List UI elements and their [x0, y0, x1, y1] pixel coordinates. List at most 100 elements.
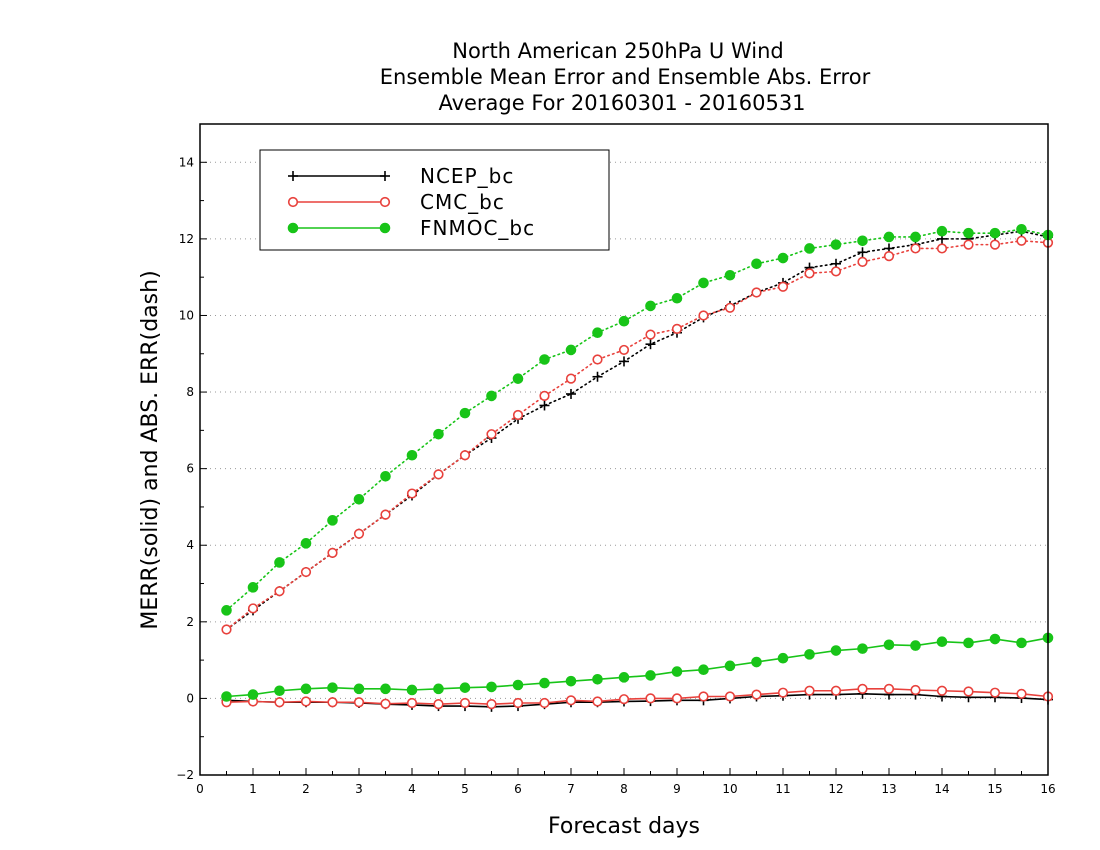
data-point-filled-circle	[380, 683, 391, 695]
x-tick-label: 8	[620, 782, 628, 796]
x-tick-label: 3	[355, 782, 363, 796]
data-point-filled-circle	[539, 677, 550, 689]
data-point-open-circle	[936, 685, 948, 696]
x-tick-label: 15	[987, 782, 1002, 796]
legend-box	[259, 149, 610, 251]
data-point-filled-circle	[857, 235, 868, 247]
data-point-filled-circle	[592, 327, 603, 339]
data-point-filled-circle	[804, 243, 815, 254]
data-point-filled-circle	[910, 640, 921, 651]
data-point-plus	[645, 339, 656, 350]
x-tick-label: 9	[673, 782, 681, 796]
data-point-open-circle	[618, 344, 630, 356]
x-tick-label: 11	[775, 782, 790, 796]
data-point-open-circle	[857, 683, 868, 694]
data-point-open-circle	[1016, 235, 1027, 246]
data-point-filled-circle	[1016, 637, 1027, 649]
data-point-open-circle	[592, 696, 603, 707]
data-point-open-circle	[459, 697, 471, 709]
legend-label: CMC_bc	[420, 190, 505, 214]
data-point-filled-circle	[724, 269, 736, 281]
data-point-open-circle	[406, 488, 418, 499]
y-tick-label: −2	[176, 768, 194, 782]
data-point-open-circle	[963, 239, 974, 250]
data-point-open-circle	[724, 302, 736, 313]
series-cmc-bc	[221, 235, 1054, 710]
data-point-filled-circle	[353, 683, 365, 695]
data-point-filled-circle	[618, 315, 630, 327]
y-tick-label: 8	[186, 385, 194, 399]
data-point-filled-circle	[989, 227, 1001, 239]
data-point-filled-circle	[380, 471, 391, 482]
data-point-open-circle	[327, 697, 338, 708]
data-point-open-circle	[804, 268, 815, 279]
data-point-open-circle	[406, 697, 418, 709]
data-point-open-circle	[327, 547, 338, 558]
data-point-open-circle	[486, 429, 497, 440]
data-point-filled-circle	[459, 682, 471, 693]
data-point-filled-circle	[379, 222, 391, 234]
data-point-open-circle	[353, 697, 365, 708]
data-point-plus	[539, 400, 550, 411]
data-point-open-circle	[830, 266, 842, 277]
data-point-open-circle	[671, 323, 683, 334]
y-tick-label: 10	[179, 308, 194, 322]
data-point-filled-circle	[963, 637, 974, 649]
data-point-filled-circle	[1016, 224, 1027, 235]
data-point-filled-circle	[645, 670, 656, 681]
data-point-filled-circle	[433, 428, 444, 440]
data-point-filled-circle	[300, 683, 312, 695]
legend-item-fnmoc-bc: FNMOC_bc	[287, 216, 535, 240]
data-point-open-circle	[698, 310, 709, 321]
series-line-abs-error	[225, 239, 1049, 631]
data-point-open-circle	[287, 196, 299, 208]
data-point-filled-circle	[274, 557, 285, 568]
data-point-open-circle	[645, 329, 656, 340]
x-tick-label: 1	[249, 782, 257, 796]
data-point-filled-circle	[274, 685, 285, 697]
data-point-filled-circle	[221, 605, 232, 616]
data-point-filled-circle	[777, 652, 789, 664]
series-line-mean-error	[226, 693, 1049, 708]
data-point-filled-circle	[539, 354, 550, 365]
legend-label: FNMOC_bc	[420, 216, 535, 240]
data-point-filled-circle	[963, 227, 974, 239]
data-point-filled-circle	[327, 682, 338, 693]
data-point-filled-circle	[671, 292, 683, 304]
grid-lines	[200, 161, 1048, 776]
data-point-open-circle	[512, 697, 524, 709]
data-point-open-circle	[671, 693, 683, 704]
series-line-mean-error	[226, 637, 1049, 698]
data-point-filled-circle	[751, 656, 762, 668]
data-point-open-circle	[857, 256, 868, 267]
data-point-plus	[857, 247, 868, 258]
data-point-filled-circle	[830, 645, 842, 656]
data-point-filled-circle	[247, 582, 259, 593]
data-point-open-circle	[698, 691, 709, 702]
y-tick-label: 0	[186, 691, 194, 705]
data-point-filled-circle	[565, 675, 577, 687]
x-tick-label: 5	[461, 782, 469, 796]
data-point-filled-circle	[989, 633, 1001, 645]
data-point-open-circle	[618, 694, 630, 705]
data-point-open-circle	[433, 469, 444, 480]
data-point-filled-circle	[300, 538, 312, 549]
y-tick-label: 14	[179, 155, 194, 169]
data-point-filled-circle	[857, 643, 868, 654]
y-axis-label: MERR(solid) and ABS. ERR(dash)	[138, 270, 163, 629]
data-point-open-circle	[379, 196, 391, 208]
data-point-filled-circle	[618, 672, 630, 683]
data-point-open-circle	[300, 566, 312, 578]
y-tick-label: 2	[186, 615, 194, 629]
x-tick-label: 14	[934, 782, 949, 796]
data-point-filled-circle	[512, 679, 524, 691]
data-point-open-circle	[777, 687, 789, 698]
data-point-filled-circle	[883, 231, 895, 243]
chart-title-line-1: North American 250hPa U Wind	[452, 39, 784, 63]
x-tick-label: 7	[567, 782, 575, 796]
data-point-filled-circle	[247, 689, 259, 700]
data-point-filled-circle	[327, 515, 338, 526]
data-point-filled-circle	[671, 666, 683, 677]
